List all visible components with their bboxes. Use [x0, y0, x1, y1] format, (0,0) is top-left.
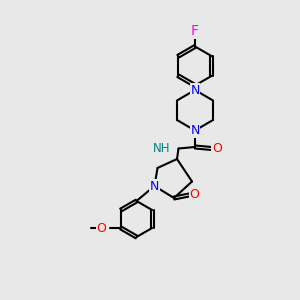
Text: NH: NH	[153, 142, 170, 155]
Text: O: O	[190, 188, 199, 202]
Text: N: N	[190, 83, 200, 97]
Text: F: F	[191, 24, 199, 38]
Text: O: O	[212, 142, 222, 155]
Text: N: N	[150, 179, 159, 193]
Text: O: O	[97, 221, 106, 235]
Text: N: N	[190, 124, 200, 137]
